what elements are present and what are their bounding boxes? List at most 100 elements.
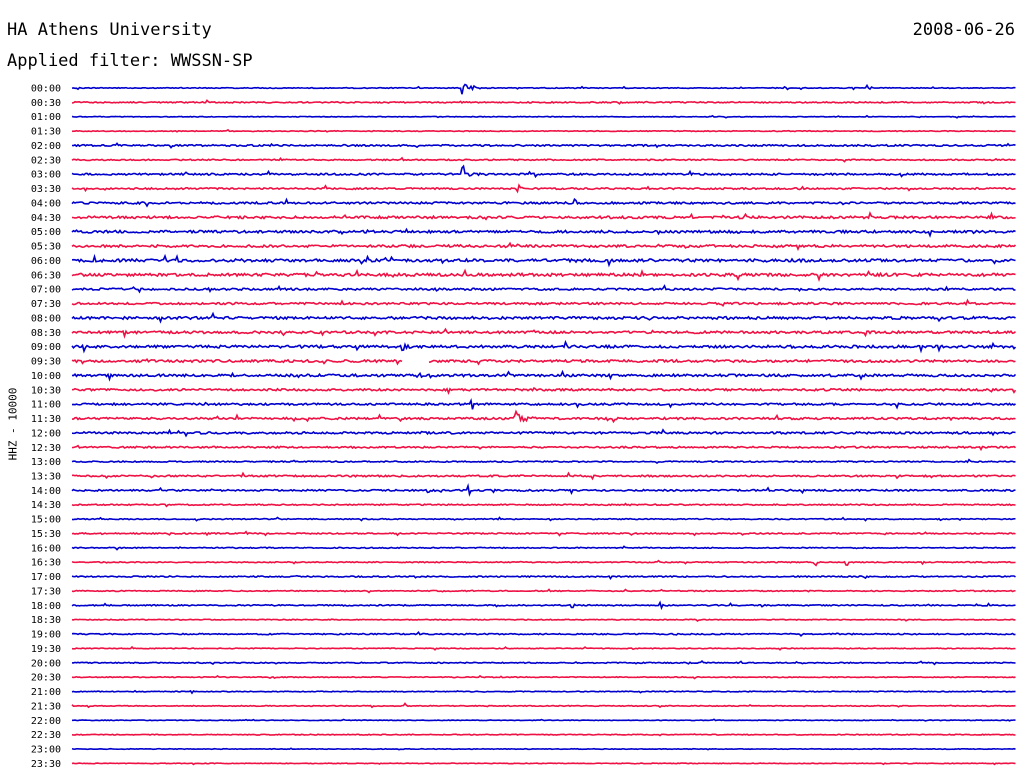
seismogram-trace — [71, 83, 1016, 95]
trace-time-label: 11:00 — [31, 400, 61, 411]
trace-time-label: 01:00 — [31, 112, 61, 123]
seismogram-trace — [71, 559, 1016, 567]
seismogram-trace — [71, 114, 1016, 119]
seismogram-trace — [71, 284, 1016, 294]
trace-time-label: 21:30 — [31, 701, 61, 712]
trace-time-label: 03:30 — [31, 184, 61, 195]
seismogram-trace — [71, 444, 1017, 452]
trace-time-label: 10:00 — [31, 371, 61, 382]
seismogram-trace — [71, 197, 1016, 208]
trace-time-label: 14:00 — [31, 486, 61, 497]
trace-time-label: 16:00 — [31, 543, 61, 554]
trace-time-label: 17:30 — [31, 586, 61, 597]
trace-time-label: 12:00 — [31, 428, 61, 439]
trace-time-label: 10:30 — [31, 385, 61, 396]
seismogram-trace — [71, 428, 1016, 438]
trace-time-label: 22:00 — [31, 716, 61, 727]
trace-time-label: 22:30 — [31, 730, 61, 741]
seismogram-trace — [71, 253, 1016, 268]
station-title: HA Athens University — [7, 20, 212, 40]
trace-time-label: 16:30 — [31, 558, 61, 569]
trace-time-label: 13:00 — [31, 457, 61, 468]
trace-time-label: 05:30 — [31, 242, 61, 253]
trace-time-label: 07:30 — [31, 299, 61, 310]
date-label: 2008-06-26 — [912, 20, 1015, 40]
seismogram-trace — [71, 99, 1016, 105]
trace-time-label: 19:00 — [31, 630, 61, 641]
seismogram-trace — [71, 458, 1016, 465]
trace-time-label: 06:30 — [31, 270, 61, 281]
trace-time-label: 08:30 — [31, 328, 61, 339]
seismogram-trace — [71, 516, 1016, 522]
seismogram-trace — [71, 530, 1016, 537]
trace-time-label: 08:00 — [31, 313, 61, 324]
seismogram-trace — [71, 600, 1016, 611]
seismogram-trace — [71, 268, 1016, 283]
trace-time-label: 20:30 — [31, 673, 61, 684]
seismogram-trace — [71, 311, 1016, 324]
trace-time-label: 06:00 — [31, 256, 61, 267]
trace-time-label: 18:00 — [31, 601, 61, 612]
trace-time-label: 20:00 — [31, 658, 61, 669]
trace-time-label: 05:00 — [31, 227, 61, 238]
trace-time-label: 02:00 — [31, 141, 61, 152]
trace-time-label: 15:00 — [31, 515, 61, 526]
seismogram-trace — [71, 574, 1016, 581]
seismogram-trace — [71, 689, 1016, 695]
seismogram-trace — [71, 409, 1016, 424]
trace-time-label: 00:00 — [31, 84, 61, 95]
seismogram-trace — [71, 588, 1016, 594]
trace-time-label: 17:00 — [31, 572, 61, 583]
trace-time-label: 00:30 — [31, 98, 61, 109]
trace-time-label: 12:30 — [31, 443, 61, 454]
trace-time-label: 18:30 — [31, 615, 61, 626]
seismogram-trace — [71, 156, 1016, 163]
seismogram-trace — [71, 339, 1017, 354]
seismogram-trace — [71, 733, 1016, 737]
trace-time-label: 09:00 — [31, 342, 61, 353]
filter-label: Applied filter: WWSSN-SP — [7, 51, 253, 71]
seismogram-trace — [71, 227, 1016, 238]
seismogram-trace — [71, 660, 1016, 666]
trace-time-label: 19:30 — [31, 644, 61, 655]
trace-time-label: 23:30 — [31, 759, 61, 770]
seismogram-trace — [71, 482, 1016, 497]
trace-time-label: 13:30 — [31, 471, 61, 482]
seismogram-trace — [71, 545, 1016, 551]
trace-time-label: 04:00 — [31, 198, 61, 209]
seismogram-trace — [71, 128, 1016, 133]
trace-time-label: 02:30 — [31, 155, 61, 166]
seismogram-trace — [71, 762, 1016, 766]
seismogram-trace — [71, 502, 1016, 508]
trace-time-label: 21:00 — [31, 687, 61, 698]
trace-time-label: 07:00 — [31, 285, 61, 296]
trace-time-label: 15:30 — [31, 529, 61, 540]
trace-time-label: 09:30 — [31, 357, 61, 368]
seismogram-trace — [71, 674, 1016, 680]
trace-time-label: 23:00 — [31, 745, 61, 756]
trace-time-label: 14:30 — [31, 500, 61, 511]
seismogram-trace — [71, 369, 1017, 382]
seismogram-trace — [71, 298, 1016, 308]
seismogram-trace — [71, 398, 1016, 410]
seismogram-trace — [71, 142, 1016, 149]
seismogram-trace — [71, 386, 1017, 396]
trace-time-label: 03:00 — [31, 170, 61, 181]
seismogram-trace — [71, 210, 1016, 221]
trace-time-label: 01:30 — [31, 127, 61, 138]
seismogram-trace — [71, 747, 1016, 751]
seismogram-trace — [71, 718, 1016, 722]
seismogram-trace — [71, 327, 1017, 339]
seismogram-trace — [71, 702, 1016, 709]
trace-time-label: 11:30 — [31, 414, 61, 425]
seismogram-trace — [71, 645, 1016, 651]
seismogram-trace — [71, 471, 1016, 481]
seismogram-trace — [71, 618, 1016, 623]
seismogram-trace — [71, 357, 1016, 366]
seismogram-trace — [71, 630, 1016, 637]
seismogram-trace — [71, 183, 1016, 194]
trace-time-label: 04:30 — [31, 213, 61, 224]
seismogram-trace — [71, 241, 1017, 252]
seismogram-trace — [71, 164, 1016, 179]
